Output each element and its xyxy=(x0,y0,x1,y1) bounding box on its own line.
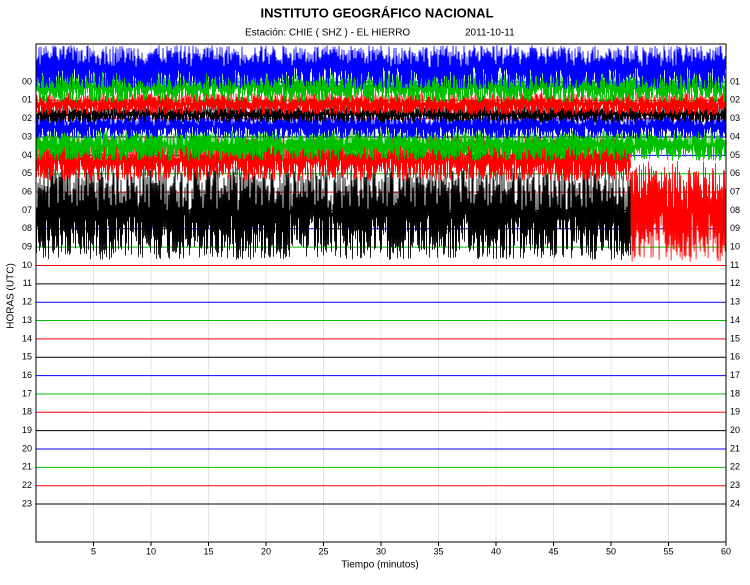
seismic-trace xyxy=(36,137,631,182)
row-label-left: 21 xyxy=(22,462,32,472)
row-label-right: 11 xyxy=(730,260,739,270)
row-label-right: 03 xyxy=(730,113,740,123)
row-label-left: 17 xyxy=(22,388,32,398)
row-label-left: 18 xyxy=(22,407,32,417)
row-label-left: 12 xyxy=(22,297,32,307)
row-label-left: 20 xyxy=(22,443,32,453)
seismic-trace xyxy=(36,129,726,161)
row-label-left: 03 xyxy=(22,131,32,141)
x-tick-label: 40 xyxy=(491,546,501,556)
row-label-left: 13 xyxy=(22,315,32,325)
row-label-left: 10 xyxy=(22,260,32,270)
row-label-right: 18 xyxy=(730,388,740,398)
row-label-left: 05 xyxy=(22,168,32,178)
row-label-right: 02 xyxy=(730,95,740,105)
row-label-right: 04 xyxy=(730,131,740,141)
row-label-left: 15 xyxy=(22,352,32,362)
x-axis-label: Tiempo (minutos) xyxy=(341,560,418,571)
x-tick-label: 10 xyxy=(146,546,156,556)
y-axis-label: HORAS (UTC) xyxy=(6,263,17,329)
x-tick-label: 55 xyxy=(663,546,673,556)
row-label-left: 14 xyxy=(22,333,32,343)
row-label-right: 08 xyxy=(730,205,740,215)
row-label-right: 06 xyxy=(730,168,740,178)
row-label-right: 12 xyxy=(730,278,740,288)
row-label-right: 05 xyxy=(730,150,740,160)
row-label-left: 16 xyxy=(22,370,32,380)
row-label-right: 17 xyxy=(730,370,740,380)
row-label-right: 10 xyxy=(730,242,740,252)
row-label-left: 11 xyxy=(23,278,32,288)
row-label-left: 22 xyxy=(22,480,32,490)
date: 2011-10-11 xyxy=(465,28,515,39)
x-tick-label: 60 xyxy=(721,546,731,556)
x-tick-label: 15 xyxy=(203,546,213,556)
row-label-left: 08 xyxy=(22,223,32,233)
row-label-left: 06 xyxy=(22,186,32,196)
row-label-right: 20 xyxy=(730,425,740,435)
row-label-right: 23 xyxy=(730,480,740,490)
x-tick-label: 25 xyxy=(318,546,328,556)
x-tick-label: 5 xyxy=(91,546,96,556)
row-label-left: 23 xyxy=(22,498,32,508)
row-label-right: 07 xyxy=(730,186,740,196)
row-label-right: 09 xyxy=(730,223,740,233)
station: Estación: CHIE ( SHZ ) - EL HIERRO xyxy=(245,28,410,39)
row-label-right: 24 xyxy=(730,498,740,508)
row-label-right: 22 xyxy=(730,462,740,472)
seismic-trace xyxy=(36,45,726,90)
row-label-right: 21 xyxy=(730,443,740,453)
row-label-left: 19 xyxy=(22,425,32,435)
row-label-left: 01 xyxy=(22,95,32,105)
seismic-trace xyxy=(630,160,726,262)
row-label-right: 15 xyxy=(730,333,740,343)
row-label-left: 02 xyxy=(22,113,32,123)
seismic-trace xyxy=(36,166,631,261)
row-label-right: 19 xyxy=(730,407,740,417)
chart-title: INSTITUTO GEOGRÁFICO NACIONAL xyxy=(260,5,493,20)
plot-frame xyxy=(35,43,727,543)
row-label-left: 09 xyxy=(22,242,32,252)
row-label-left: 00 xyxy=(22,76,32,86)
x-tick-label: 50 xyxy=(606,546,616,556)
row-label-right: 14 xyxy=(730,315,740,325)
x-tick-label: 30 xyxy=(376,546,386,556)
row-label-right: 16 xyxy=(730,352,740,362)
row-label-left: 07 xyxy=(22,205,32,215)
row-label-left: 04 xyxy=(22,150,32,160)
row-label-right: 13 xyxy=(730,297,740,307)
x-tick-label: 45 xyxy=(548,546,558,556)
x-tick-label: 20 xyxy=(261,546,271,556)
row-label-right: 01 xyxy=(730,76,740,86)
x-tick-label: 35 xyxy=(433,546,443,556)
